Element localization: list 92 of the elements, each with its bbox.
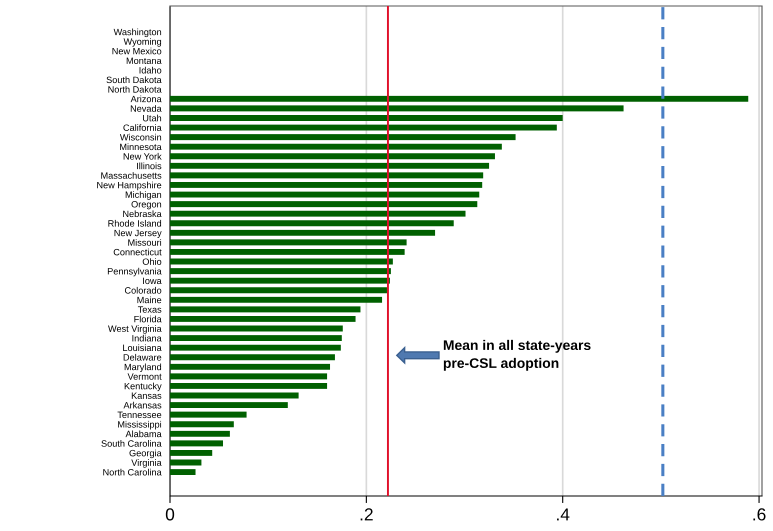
bar: [170, 460, 202, 466]
bar: [170, 306, 360, 312]
y-tick-label: Vermont: [128, 373, 162, 380]
bar: [170, 469, 196, 476]
y-tick-label: Massachusetts: [101, 172, 162, 179]
bar: [170, 96, 748, 102]
bar: [170, 373, 328, 380]
y-tick-label: Louisiana: [123, 344, 162, 352]
y-tick-label: Utah: [143, 114, 162, 122]
y-tick-label: Mississippi: [118, 420, 162, 430]
y-tick-label: Washington: [114, 28, 162, 38]
bar: [170, 134, 516, 140]
bar: [170, 364, 330, 370]
y-tick-label: Colorado: [124, 286, 162, 294]
y-tick-label: Kentucky: [124, 382, 162, 392]
y-tick-label: Kansas: [132, 392, 162, 399]
x-tick-label: .2: [360, 508, 373, 520]
bar: [170, 382, 328, 389]
bar: [170, 392, 299, 398]
y-tick-label: North Dakota: [108, 86, 162, 93]
y-tick-label: Iowa: [143, 278, 162, 284]
bar: [170, 440, 224, 446]
y-tick-label: Arizona: [130, 96, 162, 102]
y-tick-label: Texas: [138, 306, 162, 313]
bar: [170, 287, 387, 294]
y-tick-label: South Dakota: [106, 76, 162, 84]
bar: [170, 201, 478, 208]
x-tick-label: .6: [753, 508, 766, 521]
y-tick-label: Montana: [126, 58, 162, 64]
y-tick-label: Wisconsin: [120, 134, 162, 141]
bar: [170, 153, 495, 160]
y-tick-label: Virginia: [131, 459, 162, 468]
y-tick-label: Illinois: [137, 162, 162, 170]
y-tick-label: Nevada: [130, 105, 162, 112]
bar: [170, 335, 342, 342]
bar: [170, 220, 454, 226]
bar: [170, 144, 502, 150]
y-tick-label: Nebraska: [123, 210, 162, 218]
y-tick-label: Missouri: [128, 239, 162, 246]
y-tick-label: Alabama: [126, 430, 162, 438]
y-tick-label: Wyoming: [124, 38, 162, 47]
x-tick-label: 0: [166, 508, 174, 521]
bar: [170, 124, 557, 131]
bar: [170, 278, 390, 284]
bar: [170, 450, 212, 456]
bar: [170, 172, 484, 178]
y-tick-label: Georgia: [130, 450, 162, 458]
y-tick-label: Connecticut: [114, 248, 162, 256]
y-tick-label: Rhode Island: [108, 220, 162, 227]
bar: [170, 230, 436, 236]
y-tick-label: Idaho: [140, 66, 162, 74]
y-tick-label: New Mexico: [112, 48, 162, 54]
bar: [170, 115, 563, 121]
bar: [170, 402, 288, 408]
y-tick-label: Pennsylvania: [108, 268, 162, 276]
y-tick-label: New Hampshire: [97, 182, 162, 190]
annotation: Mean in all state-years pre-CSL adoption: [444, 340, 591, 371]
bar: [170, 316, 356, 322]
bar: [170, 162, 490, 169]
y-tick-label: Florida: [134, 316, 162, 322]
y-tick-label: Maryland: [124, 363, 162, 372]
y-tick-label: Arkansas: [123, 402, 162, 408]
bar: [170, 412, 247, 418]
y-tick-label: West Virginia: [108, 325, 162, 334]
y-tick-label: California: [123, 124, 162, 131]
bar: [170, 248, 405, 255]
bar: [170, 258, 393, 264]
x-tick-label: .4: [557, 508, 570, 520]
bar: [170, 239, 407, 246]
y-tick-label: Maine: [137, 296, 162, 304]
y-tick-label: Michigan: [126, 191, 162, 200]
y-tick-label: North Carolina: [103, 468, 162, 476]
y-tick-label: Indiana: [132, 334, 162, 342]
bar: [170, 430, 230, 437]
bar: [170, 296, 382, 303]
y-tick-label: New Jersey: [114, 230, 162, 238]
bar: [170, 210, 466, 217]
y-tick-label: South Carolina: [101, 440, 162, 447]
y-tick-label: Tennessee: [118, 412, 162, 418]
bar: [170, 344, 341, 351]
y-tick-label: Delaware: [124, 354, 162, 361]
bar: [170, 192, 480, 198]
bar: [170, 182, 482, 188]
bar: [170, 354, 335, 360]
bar: [170, 326, 343, 332]
y-tick-label: Minnesota: [120, 143, 162, 150]
y-tick-label: Oregon: [132, 201, 162, 210]
y-tick-label: New York: [124, 152, 162, 160]
bar: [170, 421, 234, 428]
bar: [170, 268, 391, 274]
y-tick-label: Ohio: [142, 258, 162, 265]
bar: [170, 105, 624, 112]
